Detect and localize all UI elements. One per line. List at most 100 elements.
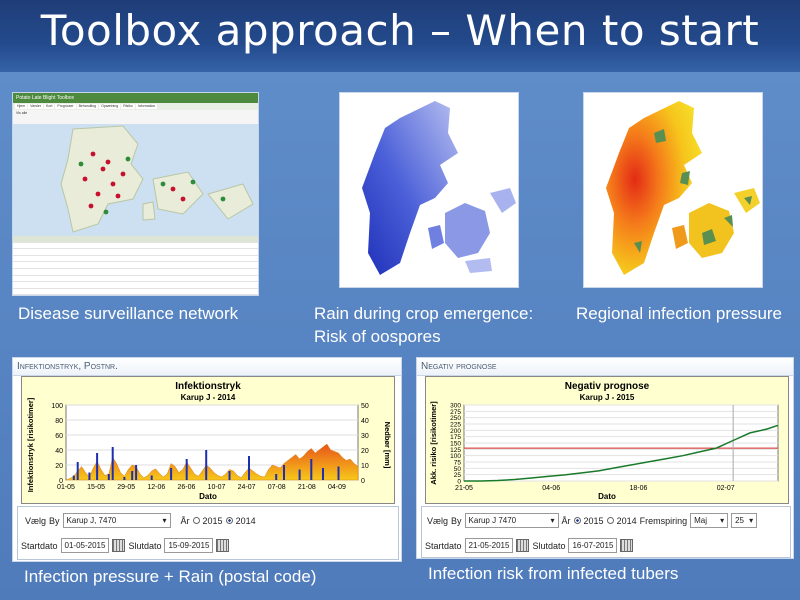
table-row[interactable] [13, 249, 258, 256]
chart-xlabel: Dato [199, 492, 217, 501]
chart-title: Negativ prognose [565, 381, 650, 392]
chart-ylabel: Akk. risiko [risikotimer] [429, 401, 438, 485]
app-nav-item[interactable]: Varsler [28, 104, 43, 109]
chart-xlabel: Dato [598, 492, 616, 501]
day-select[interactable]: 25 ▾ [731, 513, 758, 528]
year-radio-2015[interactable] [192, 517, 200, 524]
table-row[interactable] [13, 262, 258, 269]
by-label: By [451, 515, 462, 526]
month-select[interactable]: Maj ▾ [690, 513, 729, 528]
select-label: Vælg [25, 515, 47, 526]
y-tick-label: 150 [450, 441, 461, 448]
x-tick-label: 15-05 [87, 484, 105, 491]
table-row[interactable] [13, 243, 258, 250]
y-tick-label: 0 [457, 479, 461, 486]
end-date-input[interactable]: 15-09-2015 [164, 538, 214, 553]
y-tick-label: 200 [450, 428, 461, 435]
x-tick-label: 29-05 [117, 484, 135, 491]
caption-infection-risk: Infection risk from infected tubers [428, 564, 679, 583]
city-select[interactable]: Karup J, 7470 ▾ [62, 513, 171, 528]
y2-tick-label: 50 [361, 403, 369, 410]
y2-tick-label: 40 [361, 418, 369, 425]
chevron-down-icon: ▾ [550, 516, 555, 525]
negativ-window-title: Negativ prognose [417, 358, 793, 376]
month-select-value: Maj [694, 516, 707, 525]
rain-bar [72, 475, 75, 480]
y-tick-label: 125 [450, 447, 461, 454]
infektionstryk-chart: Infektionstryk Karup J - 2014 Dato Infek… [26, 381, 392, 501]
y-tick-label: 40 [55, 448, 63, 455]
calendar-icon[interactable] [216, 539, 230, 552]
year-radio-2014-label: 2014 [616, 515, 637, 526]
city-select[interactable]: Karup J 7470 ▾ [464, 513, 559, 528]
x-tick-label: 24-07 [238, 484, 256, 491]
year-radio-2014-label: 2014 [235, 515, 256, 526]
table-row[interactable] [13, 295, 258, 296]
rain-bar [123, 477, 126, 480]
by-label: By [49, 515, 60, 526]
negativ-window: Negativ prognose Negativ prognose Karup … [416, 357, 794, 559]
y-tick-label: 225 [450, 422, 461, 429]
city-select-value: Karup J 7470 [468, 516, 517, 525]
surveillance-map[interactable] [13, 124, 258, 236]
y-tick-label: 175 [450, 434, 461, 441]
calendar-icon[interactable] [516, 539, 530, 552]
app-nav-item[interactable]: Risiko [121, 104, 135, 109]
year-radio-2014[interactable] [606, 517, 614, 524]
rain-bar [76, 462, 79, 480]
app-nav-item[interactable]: Behandling [76, 104, 99, 109]
app-nav-item[interactable]: Kort [44, 104, 55, 109]
calendar-icon[interactable] [620, 539, 634, 552]
select-label: Vælg [427, 515, 449, 526]
chevron-down-icon: ▾ [749, 516, 754, 525]
x-tick-label: 04-09 [328, 484, 346, 491]
rain-bar [88, 472, 91, 480]
start-date-input[interactable]: 21-05-2015 [464, 538, 514, 553]
table-row[interactable] [13, 256, 258, 263]
rain-bar [248, 456, 250, 480]
rain-bar [298, 469, 301, 480]
surveillance-table [13, 236, 258, 296]
negativ-chart-frame: Negativ prognose Karup J - 2015 Dato Akk… [425, 376, 789, 504]
infektionstryk-window-title: Infektionstryk, Postnr. [13, 358, 401, 376]
x-tick-label: 10-07 [208, 484, 226, 491]
x-tick-label: 04-06 [542, 485, 560, 492]
y2-tick-label: 10 [361, 463, 369, 470]
table-row[interactable] [13, 289, 258, 295]
caption-surveillance: Disease surveillance network [18, 304, 239, 323]
slide-title: Toolbox approach – When to start [40, 6, 760, 55]
y-tick-label: 0 [59, 478, 63, 485]
app-filter-label[interactable]: Vis alle [16, 111, 28, 115]
chevron-down-icon: ▾ [720, 516, 725, 525]
rain-bar [322, 468, 324, 480]
year-label: År [561, 515, 571, 526]
year-radio-2014[interactable] [225, 517, 233, 524]
x-tick-label: 21-08 [298, 484, 316, 491]
surveillance-map-graphic [13, 124, 258, 236]
table-row[interactable] [13, 276, 258, 283]
rain-bar [150, 475, 153, 480]
city-select-value: Karup J, 7470 [66, 516, 117, 525]
year-radio-2015-label: 2015 [202, 515, 223, 526]
rain-map-panel [339, 92, 519, 288]
app-nav-item[interactable]: Prognoser [55, 104, 76, 109]
calendar-icon[interactable] [112, 539, 126, 552]
x-tick-label: 26-06 [177, 484, 195, 491]
rain-bar [107, 474, 110, 480]
caption-rain-line1: Rain during crop emergence: [314, 304, 534, 323]
app-nav-item[interactable]: Hjem [15, 104, 28, 109]
x-tick-label: 21-05 [455, 485, 473, 492]
start-date-input[interactable]: 01-05-2015 [60, 538, 110, 553]
y-tick-label: 250 [450, 415, 461, 422]
table-row[interactable] [13, 269, 258, 276]
end-date-input[interactable]: 16-07-2015 [568, 538, 618, 553]
app-nav-item[interactable]: Information [135, 104, 158, 109]
infektionstryk-form-row2: Startdato 01-05-2015 Slutdato 15-09-2015 [21, 538, 230, 553]
year-radio-2015-label: 2015 [583, 515, 604, 526]
table-row[interactable] [13, 282, 258, 289]
app-nav-item[interactable]: Opsætning [99, 104, 121, 109]
year-radio-2015[interactable] [573, 517, 581, 524]
rain-bar [205, 450, 208, 480]
negativ-form-row2: Startdato 21-05-2015 Slutdato 16-07-2015 [425, 538, 634, 553]
table-row [13, 236, 258, 243]
